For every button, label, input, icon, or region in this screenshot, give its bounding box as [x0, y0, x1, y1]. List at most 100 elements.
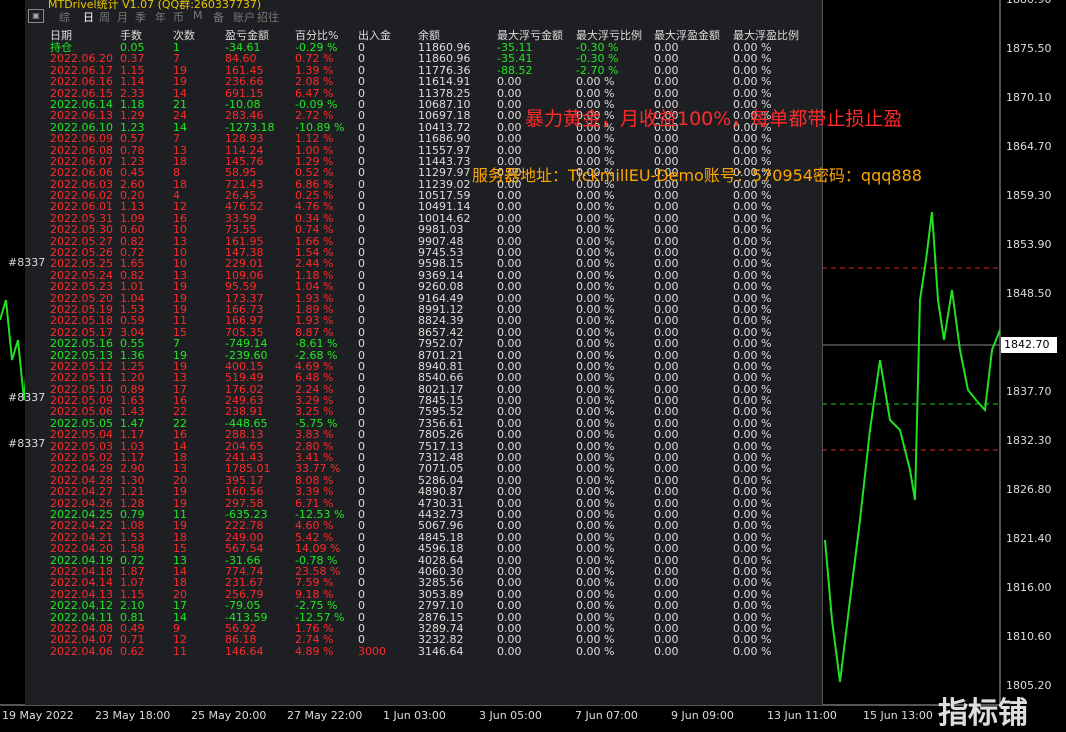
promo-text: 暴力黄金，月收益100%，每单都带止损止盈 [525, 108, 903, 130]
tab[interactable]: 备 [213, 11, 224, 24]
table-cell: 4.89 % [295, 644, 334, 658]
tab[interactable]: 账户 [233, 11, 255, 24]
table-cell: 0.00 [654, 280, 679, 294]
table-cell: 0.00 [497, 246, 522, 260]
table-cell: 0.00 [497, 359, 522, 373]
table-cell: 1.17 [120, 428, 145, 442]
table-cell: 0.00 % [733, 451, 772, 465]
table-cell: 0.00 [497, 382, 522, 396]
table-cell: -5.75 % [295, 416, 338, 430]
table-cell: 0.34 % [295, 211, 334, 225]
price-label: 1880.90 [1006, 0, 1052, 6]
table-cell: 0.00 % [576, 507, 615, 521]
table-cell: 0.00 [654, 337, 679, 351]
tab[interactable]: 综 [59, 11, 70, 24]
tab[interactable]: 周 [99, 11, 110, 24]
table-cell: 0.00 % [576, 519, 615, 533]
table-cell: 0 [358, 416, 365, 430]
table-cell: 2022.05.11 [50, 371, 113, 385]
table-cell: 0.00 [497, 109, 522, 123]
table-cell: 0.00 [654, 154, 679, 168]
table-cell: 0.00 [654, 462, 679, 476]
table-cell: 7952.07 [418, 337, 464, 351]
order-label: #8337 [8, 391, 46, 404]
time-label: 19 May 2022 [2, 709, 74, 722]
table-cell: 0.00 [654, 599, 679, 613]
table-cell: 0.00 % [733, 280, 772, 294]
table-cell: 0.00 % [733, 576, 772, 590]
table-cell: 0.00 [654, 302, 679, 316]
table-cell: 0.00 % [733, 189, 772, 203]
table-cell: 0 [358, 564, 365, 578]
table-cell: -8.61 % [295, 337, 338, 351]
table-cell: 2022.04.06 [50, 644, 113, 658]
table-cell: 9907.48 [418, 234, 464, 248]
table-cell: -448.65 [225, 416, 268, 430]
table-cell: 2022.04.13 [50, 587, 113, 601]
table-cell: -2.68 % [295, 348, 338, 362]
table-cell: 0.00 % [576, 223, 615, 237]
table-cell: 8021.17 [418, 382, 464, 396]
table-cell: 9164.49 [418, 291, 464, 305]
table-cell: 0 [358, 576, 365, 590]
table-cell: 0 [358, 507, 365, 521]
table-cell: 1.25 [120, 359, 145, 373]
table-cell: 7 [173, 337, 180, 351]
table-cell: 176.02 [225, 382, 264, 396]
table-cell: 2022.05.17 [50, 325, 113, 339]
table-cell: 0.00 [654, 223, 679, 237]
table-cell: 0.00 [654, 394, 679, 408]
table-cell: 0.00 [654, 564, 679, 578]
tab[interactable]: M [193, 9, 203, 22]
table-cell: 0.00 [497, 439, 522, 453]
table-cell: 8940.81 [418, 359, 464, 373]
table-cell: 2022.05.06 [50, 405, 113, 419]
table-cell: 1.43 [120, 405, 145, 419]
time-label: 7 Jun 07:00 [575, 709, 638, 722]
table-cell: 0.00 [654, 211, 679, 225]
column-header: 最大浮亏比例 [576, 29, 642, 42]
tab[interactable]: 月 [117, 11, 128, 24]
tab[interactable]: 季 [135, 11, 146, 24]
table-cell: 0 [358, 530, 365, 544]
table-cell: 持仓 [50, 41, 72, 54]
table-cell: 0.71 [120, 633, 145, 647]
table-cell: 1.54 % [295, 246, 334, 260]
table-cell: 6.48 % [295, 371, 334, 385]
tab[interactable]: 招往 [257, 11, 279, 24]
table-cell: 2.24 % [295, 382, 334, 396]
table-cell: 0.00 % [576, 530, 615, 544]
table-cell: 0.00 % [576, 75, 615, 89]
table-cell: 0.37 [120, 52, 145, 66]
table-cell: 0.55 [120, 337, 145, 351]
tab[interactable]: 日 [83, 11, 94, 24]
table-cell: 3285.56 [418, 576, 464, 590]
table-cell: 0.00 [654, 496, 679, 510]
tab[interactable]: 年 [155, 11, 166, 24]
table-cell: 0.00 [497, 211, 522, 225]
tab[interactable]: 币 [173, 11, 184, 24]
table-cell: 0.00 % [576, 359, 615, 373]
table-cell: 15 [173, 325, 187, 339]
table-cell: 19 [173, 75, 187, 89]
table-cell: 2022.06.02 [50, 189, 113, 203]
table-cell: 0.72 % [295, 52, 334, 66]
panel-icon[interactable]: ▣ [28, 9, 44, 23]
table-cell: 1.30 [120, 473, 145, 487]
table-cell: 1.53 [120, 302, 145, 316]
table-cell: 0.00 % [733, 63, 772, 77]
table-cell: 2022.04.21 [50, 530, 113, 544]
table-cell: 2022.04.28 [50, 473, 113, 487]
table-cell: 0.25 % [295, 189, 334, 203]
table-cell: 11239.02 [418, 177, 471, 191]
table-cell: 14 [173, 564, 187, 578]
table-cell: 2.10 [120, 599, 145, 613]
table-cell: 0.00 % [576, 405, 615, 419]
table-cell: 3.39 % [295, 485, 334, 499]
table-cell: 2022.04.12 [50, 599, 113, 613]
table-cell: 0.00 % [733, 154, 772, 168]
table-cell: 13 [173, 268, 187, 282]
table-cell: 1785.01 [225, 462, 271, 476]
table-cell: 2876.15 [418, 610, 464, 624]
column-header: 手数 [120, 29, 142, 42]
